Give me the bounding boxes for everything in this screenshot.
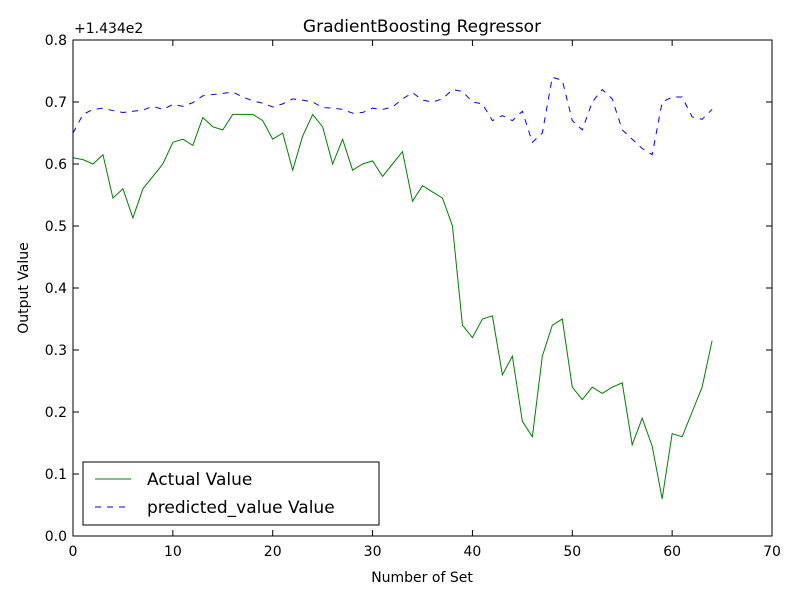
x-tick-label: 0 bbox=[69, 544, 78, 560]
ticks-layer: 0 10 20 30 40 50 60 70 0.0 0.1 0.2 0.3 0.4 0.5 0.6 0.7 0… bbox=[45, 33, 781, 560]
y-tick-label: 0.5 bbox=[45, 219, 67, 235]
y-tick-label: 0.4 bbox=[45, 281, 67, 297]
x-tick-label: 60 bbox=[663, 544, 681, 560]
y-tick-label: 0.1 bbox=[45, 467, 67, 483]
series-line-actual bbox=[72, 113, 713, 499]
chart-title: GradientBoosting Regressor bbox=[303, 17, 541, 37]
y-axis-label: Output Value bbox=[16, 242, 32, 334]
x-tick-label: 10 bbox=[164, 544, 182, 560]
legend-label-actual: Actual Value bbox=[147, 470, 252, 490]
lines-layer bbox=[72, 76, 713, 499]
y-tick-label: 0.7 bbox=[45, 95, 67, 111]
x-tick-label: 20 bbox=[264, 544, 282, 560]
y-tick-label: 0.0 bbox=[45, 529, 67, 545]
x-tick-label: 40 bbox=[464, 544, 482, 560]
x-tick-label: 70 bbox=[763, 544, 781, 560]
y-tick-label: 0.8 bbox=[45, 33, 67, 49]
legend-label-predicted: predicted_value Value bbox=[147, 498, 335, 518]
y-tick-label: 0.2 bbox=[45, 405, 67, 421]
legend-box bbox=[82, 461, 380, 526]
y-tick-label: 0.3 bbox=[45, 343, 67, 359]
legend: Actual Value predicted_value Value bbox=[82, 461, 380, 526]
x-tick-label: 50 bbox=[563, 544, 581, 560]
x-axis-label: Number of Set bbox=[371, 570, 473, 586]
x-tick-label: 30 bbox=[364, 544, 382, 560]
y-offset-text: +1.434e2 bbox=[74, 21, 143, 37]
y-tick-label: 0.6 bbox=[45, 157, 67, 173]
series-line-predicted bbox=[72, 76, 713, 156]
